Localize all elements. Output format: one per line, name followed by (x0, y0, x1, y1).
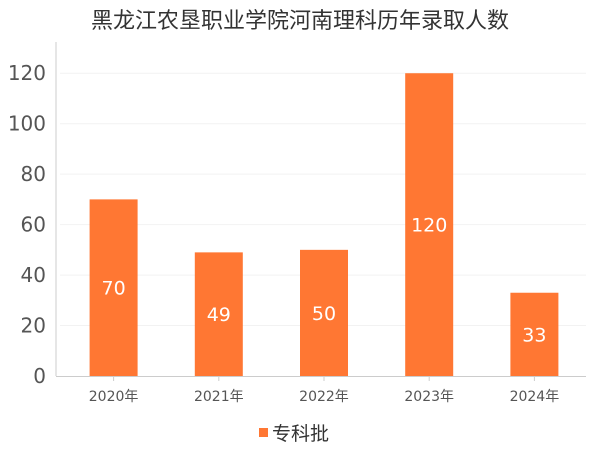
x-tick-label: 2020年 (89, 389, 139, 405)
bar (194, 252, 243, 376)
y-axis-tick-labels: 0 20 40 60 80 100 120 (8, 61, 46, 388)
chart-title: 黑龙江农垦职业学院河南理科历年录取人数 (91, 9, 509, 34)
bar (300, 249, 348, 376)
data-label: 70 (102, 278, 126, 300)
data-label: 33 (522, 324, 546, 346)
y-tick-label: 80 (21, 162, 46, 186)
y-tick-label: 0 (33, 364, 46, 388)
gridlines (60, 72, 586, 327)
x-tick-label: 2024年 (510, 389, 560, 405)
x-tick-label: 2021年 (194, 389, 244, 405)
y-tick-label: 20 (21, 314, 46, 338)
legend-label: 专科批 (272, 423, 329, 445)
axes (55, 42, 586, 381)
data-label: 49 (207, 304, 231, 326)
x-axis-tick-labels: 2020年 2021年 2022年 2023年 2024年 (89, 389, 559, 405)
x-tick-label: 2022年 (299, 389, 349, 405)
data-label: 50 (312, 303, 336, 325)
x-tick-label: 2023年 (404, 389, 454, 405)
y-tick-label: 100 (8, 112, 46, 136)
bar (89, 199, 138, 376)
data-label: 120 (411, 215, 447, 237)
legend: 专科批 (259, 423, 329, 445)
y-tick-label: 60 (21, 213, 46, 237)
y-tick-label: 120 (8, 61, 46, 85)
legend-swatch (259, 428, 268, 437)
bars: 70 49 50 120 33 (89, 73, 559, 376)
bar (510, 292, 559, 376)
y-tick-label: 40 (21, 263, 46, 287)
bar (405, 73, 454, 376)
